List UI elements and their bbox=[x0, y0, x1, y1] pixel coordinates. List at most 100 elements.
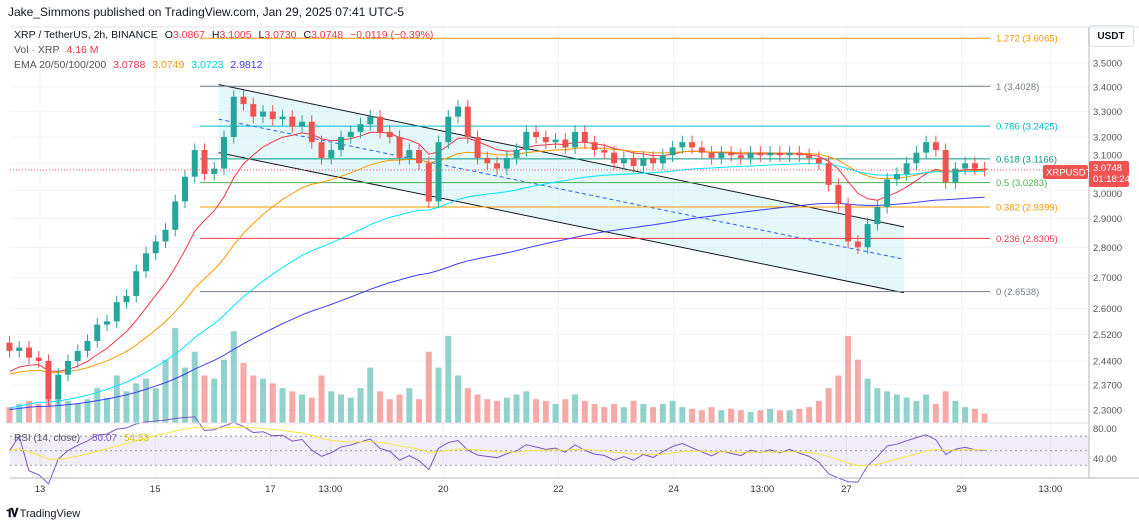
price-tick: 2.5200 bbox=[1093, 330, 1122, 341]
ema-label[interactable]: EMA 20/50/100/200 bbox=[14, 59, 107, 71]
symbol-row: XRP / TetherUS, 2h, BINANCE O3.0867 H3.1… bbox=[14, 28, 437, 43]
candle-body bbox=[133, 271, 140, 296]
candle-body bbox=[815, 157, 822, 164]
channel-mid-line bbox=[218, 118, 905, 260]
volume-bar bbox=[406, 388, 413, 423]
candle-body bbox=[308, 121, 315, 143]
ema100-line bbox=[9, 163, 985, 409]
volume-bar bbox=[152, 388, 159, 423]
volume-bar bbox=[981, 413, 988, 423]
volume-bar bbox=[971, 408, 978, 423]
volume-bar bbox=[328, 391, 335, 423]
candle-body bbox=[630, 157, 637, 166]
volume-bar bbox=[572, 394, 579, 423]
chart-legend: XRP / TetherUS, 2h, BINANCE O3.0867 H3.1… bbox=[14, 28, 437, 73]
currency-unit-button[interactable]: USDT bbox=[1088, 25, 1134, 47]
open-label: O bbox=[164, 29, 173, 41]
rsi-value: 50.07 bbox=[92, 433, 117, 444]
rsi-label[interactable]: RSI (14, close) bbox=[14, 433, 80, 444]
candle-body bbox=[328, 150, 335, 158]
candle-body bbox=[464, 106, 471, 138]
volume-bar bbox=[318, 375, 325, 423]
candle-body bbox=[542, 137, 549, 143]
volume-bar bbox=[523, 391, 530, 423]
candle-body bbox=[425, 163, 432, 202]
fib-level-label: 0 (2.6538) bbox=[996, 287, 1039, 298]
bar-countdown: 01:18:24 bbox=[1093, 174, 1130, 185]
candle-body bbox=[952, 168, 959, 183]
volume-label[interactable]: Vol · XRP bbox=[14, 44, 60, 56]
candle-body bbox=[737, 155, 744, 158]
volume-bar bbox=[347, 397, 354, 423]
price-tick: 2.3000 bbox=[1093, 405, 1122, 416]
tradingview-logo[interactable]: 𝟏𝐕 TradingView bbox=[6, 506, 80, 521]
volume-bar bbox=[932, 404, 939, 423]
fib-level-label: 1.272 (3.6065) bbox=[996, 34, 1058, 45]
candle-body bbox=[260, 111, 267, 117]
time-tick: 27 bbox=[841, 484, 852, 495]
time-tick: 13 bbox=[35, 484, 46, 495]
candle-body bbox=[347, 131, 354, 138]
price-tick: 3.5000 bbox=[1093, 59, 1122, 70]
volume-bar bbox=[279, 388, 286, 423]
volume-bar bbox=[913, 400, 920, 423]
candle-body bbox=[562, 139, 569, 148]
symbol-name[interactable]: XRP / TetherUS, 2h, BINANCE bbox=[14, 29, 158, 41]
candle-body bbox=[25, 347, 32, 358]
volume-value: 4.16 M bbox=[66, 44, 99, 56]
candle-body bbox=[338, 137, 345, 151]
volume-bar bbox=[357, 388, 364, 423]
close-value: 3.0748 bbox=[311, 29, 344, 41]
volume-bar bbox=[630, 400, 637, 423]
candle-body bbox=[211, 168, 218, 174]
ema200-value: 2.9812 bbox=[230, 59, 263, 71]
tradingview-logo-icon: 𝟏𝐕 bbox=[6, 506, 19, 520]
candle-body bbox=[318, 142, 325, 158]
time-tick: 17 bbox=[265, 484, 276, 495]
ema20-line bbox=[9, 131, 985, 372]
last-price-tag bbox=[1089, 160, 1129, 187]
candle-body bbox=[728, 152, 735, 156]
channel-upper-line bbox=[218, 84, 905, 228]
volume-bar bbox=[6, 407, 13, 423]
fib-level-label: 0.5 (3.0283) bbox=[996, 178, 1047, 189]
volume-bar bbox=[825, 388, 832, 423]
volume-bar bbox=[25, 400, 32, 423]
fib-level-label: 0.236 (2.8305) bbox=[996, 234, 1058, 245]
volume-bar bbox=[74, 404, 81, 423]
volume-bar bbox=[650, 407, 657, 423]
candle-body bbox=[6, 342, 13, 351]
volume-bar bbox=[201, 375, 208, 423]
volume-bar bbox=[806, 407, 813, 423]
fib-level-label: 0.618 (3.1166) bbox=[996, 154, 1057, 165]
volume-bar bbox=[640, 404, 647, 423]
volume-bar bbox=[591, 404, 598, 423]
publisher-line: Jake_Simmons published on TradingView.co… bbox=[8, 5, 405, 19]
price-tick: 2.7000 bbox=[1093, 273, 1122, 284]
volume-bar bbox=[425, 351, 432, 423]
volume-bar bbox=[484, 399, 491, 423]
volume-row: Vol · XRP 4.16 M bbox=[14, 43, 437, 58]
candle-body bbox=[503, 157, 510, 169]
price-tick: 3.1000 bbox=[1093, 151, 1122, 162]
volume-bar bbox=[767, 408, 774, 423]
high-label: H bbox=[211, 29, 220, 41]
volume-bar bbox=[776, 410, 783, 423]
candle-body bbox=[182, 176, 189, 202]
candle-body bbox=[971, 163, 978, 169]
candle-body bbox=[718, 152, 725, 158]
symbol-price-tag-text: XRPUSDT bbox=[1046, 167, 1092, 178]
time-tick: 22 bbox=[553, 484, 564, 495]
candle-body bbox=[240, 96, 247, 105]
high-value: 3.1005 bbox=[219, 29, 252, 41]
candle-body bbox=[191, 150, 198, 177]
volume-bar bbox=[562, 399, 569, 423]
symbol-price-tag bbox=[1043, 164, 1088, 179]
volume-bar bbox=[260, 378, 267, 423]
volume-bar bbox=[893, 394, 900, 423]
candle-body bbox=[806, 155, 813, 158]
volume-bar bbox=[786, 410, 793, 423]
volume-bar bbox=[367, 367, 374, 423]
price-tick: 3.4000 bbox=[1093, 82, 1122, 93]
